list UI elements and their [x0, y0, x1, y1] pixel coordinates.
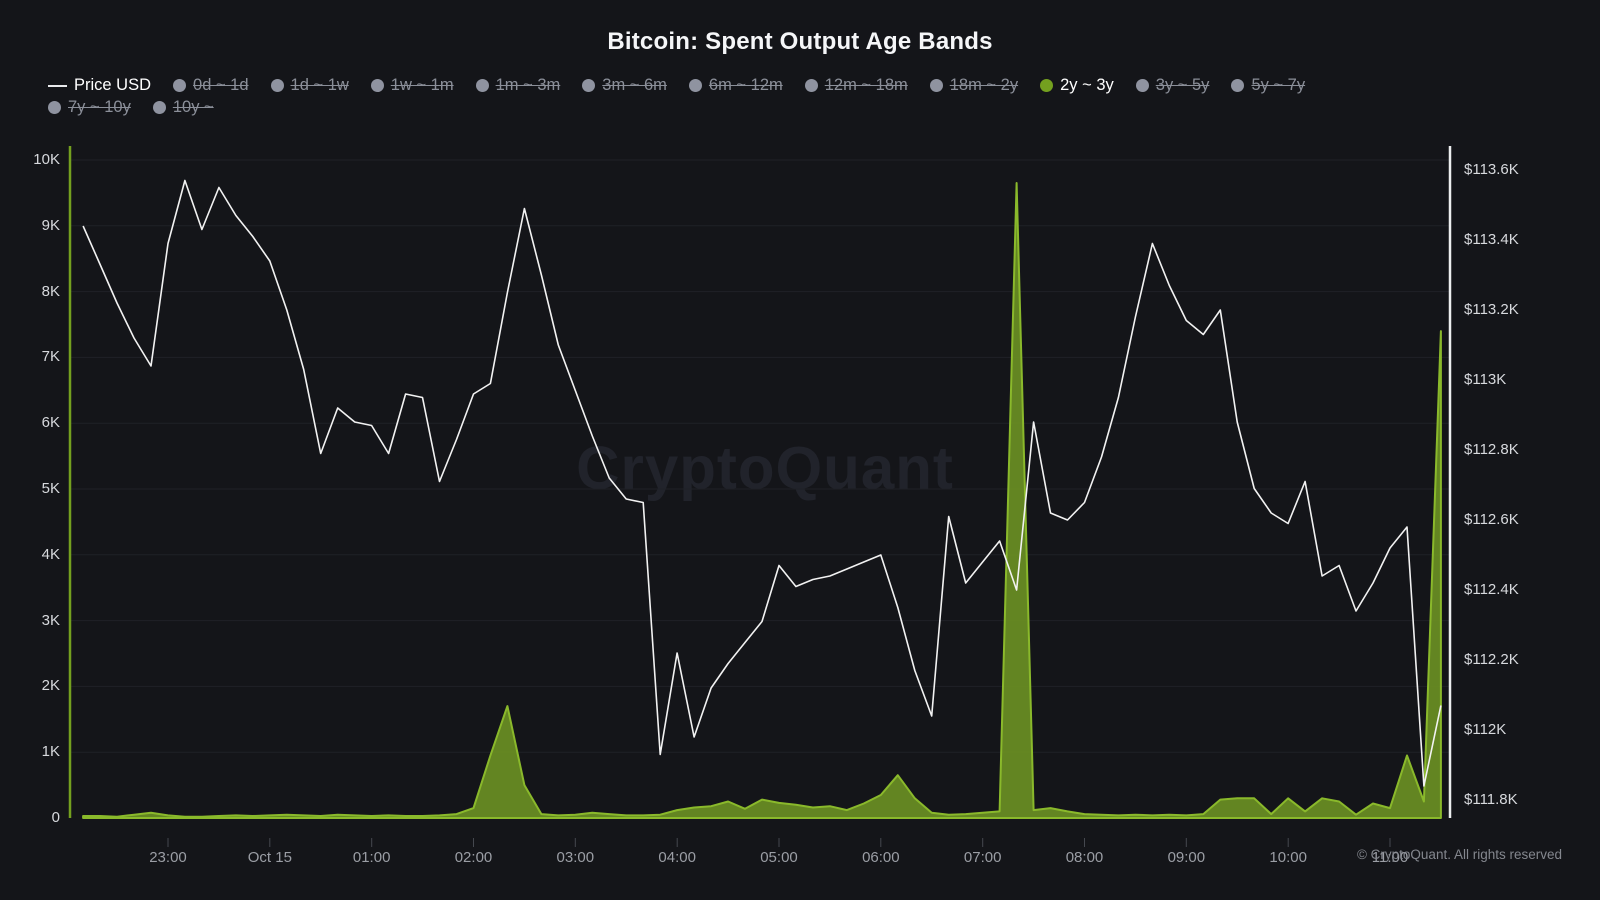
price-line-swatch: [48, 84, 67, 87]
x-axis-label: 05:00: [760, 849, 798, 866]
x-axis-label: 04:00: [658, 849, 696, 866]
legend-dot-icon: [1135, 79, 1149, 92]
y-axis-left-label: 4K: [41, 545, 60, 563]
y-axis-left-label: 7K: [41, 348, 60, 366]
chart-title: Bitcoin: Spent Output Age Bands: [607, 28, 993, 55]
y-axis-right-label: $113K: [1464, 371, 1507, 388]
legend-dot-icon: [475, 79, 489, 92]
x-axis-label: 07:00: [963, 849, 1002, 866]
legend-item-1d-1w[interactable]: 1d ~ 1w: [270, 76, 349, 95]
legend-item-3m-6m[interactable]: 3m ~ 6m: [582, 76, 667, 95]
legend-item-1m-3m[interactable]: 1m ~ 3m: [475, 76, 561, 95]
legend-dot-icon: [370, 79, 384, 92]
x-axis-label: 23:00: [149, 849, 187, 866]
legend-dot-icon: [48, 101, 61, 114]
y-axis-right-label: $112.8K: [1464, 441, 1519, 458]
y-axis-right-label: $112K: [1464, 721, 1507, 738]
x-axis-label: 08:00: [1065, 849, 1104, 866]
legend-item-label: 12m ~ 18m: [824, 76, 908, 94]
legend-item-label: 5y ~ 7y: [1251, 76, 1306, 94]
legend-dot-icon: [152, 101, 166, 114]
y-axis-right-label: $113.6K: [1464, 161, 1519, 178]
y-axis-left-label: 1K: [41, 743, 60, 761]
legend-dot-icon: [173, 79, 187, 92]
x-axis-label: 10:00: [1269, 849, 1307, 866]
cryptoquant-watermark: CryptoQuant: [576, 434, 954, 502]
legend-item-label: 1w ~ 1m: [390, 76, 454, 94]
legend-dot-icon: [1040, 79, 1054, 92]
legend-dot-icon: [688, 79, 702, 92]
legend-dot-icon: [582, 79, 596, 92]
y-axis-right-label: $112.6K: [1464, 511, 1519, 528]
y-axis-right-label: $113.4K: [1464, 231, 1519, 248]
legend-row: 7y ~ 10y 10y ~: [48, 98, 1305, 117]
y-axis-left-label: 6K: [41, 414, 60, 432]
x-axis-label: 06:00: [862, 849, 900, 866]
legend-item-3y-5y[interactable]: 3y ~ 5y: [1135, 76, 1210, 95]
legend: Price USD 0d ~ 1d 1d ~ 1w 1w ~ 1m 1m ~ 3m 3m …: [48, 76, 1305, 117]
legend-item-label: 3m ~ 6m: [602, 76, 667, 94]
legend-row: Price USD 0d ~ 1d 1d ~ 1w 1w ~ 1m 1m ~ 3m 3m …: [48, 76, 1305, 95]
y-axis-left-label: 2K: [41, 677, 60, 695]
y-axis-right-label: $112.4K: [1464, 581, 1519, 598]
y-axis-left-label: 3K: [41, 611, 60, 629]
legend-item-label: 1m ~ 3m: [495, 76, 561, 94]
y-axis-right-label: $112.2K: [1464, 651, 1519, 668]
legend-item-label: Price USD: [74, 76, 152, 94]
legend-item-label: 7y ~ 10y: [68, 98, 131, 116]
y-axis-left-label: 5K: [41, 480, 60, 497]
legend-item-6m-12m[interactable]: 6m ~ 12m: [688, 76, 783, 95]
legend-item-label: 2y ~ 3y: [1060, 76, 1114, 94]
legend-item-label: 0d ~ 1d: [193, 76, 249, 94]
x-axis-label: 09:00: [1167, 849, 1206, 866]
x-axis-label: Oct 15: [247, 849, 292, 866]
y-axis-right-label: $111.8K: [1464, 791, 1518, 808]
y-axis-left-label: 10K: [33, 151, 60, 168]
legend-item-7y-10y[interactable]: 7y ~ 10y: [48, 98, 131, 117]
legend-item-10y[interactable]: 10y ~: [152, 98, 214, 117]
y-axis-left-label: 0: [51, 809, 60, 826]
legend-item-label: 10y ~: [172, 98, 214, 116]
age-band-area-series: [82, 182, 1442, 819]
legend-item-label: 18m ~ 2y: [949, 76, 1019, 94]
y-axis-left-label: 9K: [41, 216, 60, 234]
y-axis-left-label: 8K: [41, 282, 60, 300]
legend-item-5y-7y[interactable]: 5y ~ 7y: [1231, 76, 1305, 95]
legend-item-price-usd[interactable]: Price USD: [48, 76, 151, 95]
legend-item-label: 3y ~ 5y: [1155, 76, 1210, 94]
legend-dot-icon: [929, 79, 943, 92]
legend-item-12m-18m[interactable]: 12m ~ 18m: [804, 76, 908, 95]
legend-item-1w-1m[interactable]: 1w ~ 1m: [370, 76, 454, 95]
legend-dot-icon: [804, 79, 818, 92]
copyright-footer: © CryptoQuant. All rights reserved: [1356, 847, 1562, 862]
y-axis-right-label: $113.2K: [1464, 301, 1519, 318]
legend-item-label: 6m ~ 12m: [708, 76, 783, 94]
legend-item-0d-1d[interactable]: 0d ~ 1d: [173, 76, 249, 95]
x-axis-label: 03:00: [556, 849, 595, 866]
x-axis-label: 11:00: [1371, 849, 1409, 866]
legend-dot-icon: [1231, 79, 1245, 92]
price-line-series: [82, 179, 1442, 787]
legend-item-label: 1d ~ 1w: [290, 76, 349, 94]
legend-dot-icon: [270, 79, 284, 92]
x-axis-label: 01:00: [352, 849, 391, 866]
legend-item-18m-2y[interactable]: 18m ~ 2y: [929, 76, 1019, 95]
legend-item-2y-3y[interactable]: 2y ~ 3y: [1040, 76, 1114, 95]
x-axis-label: 02:00: [454, 849, 493, 866]
